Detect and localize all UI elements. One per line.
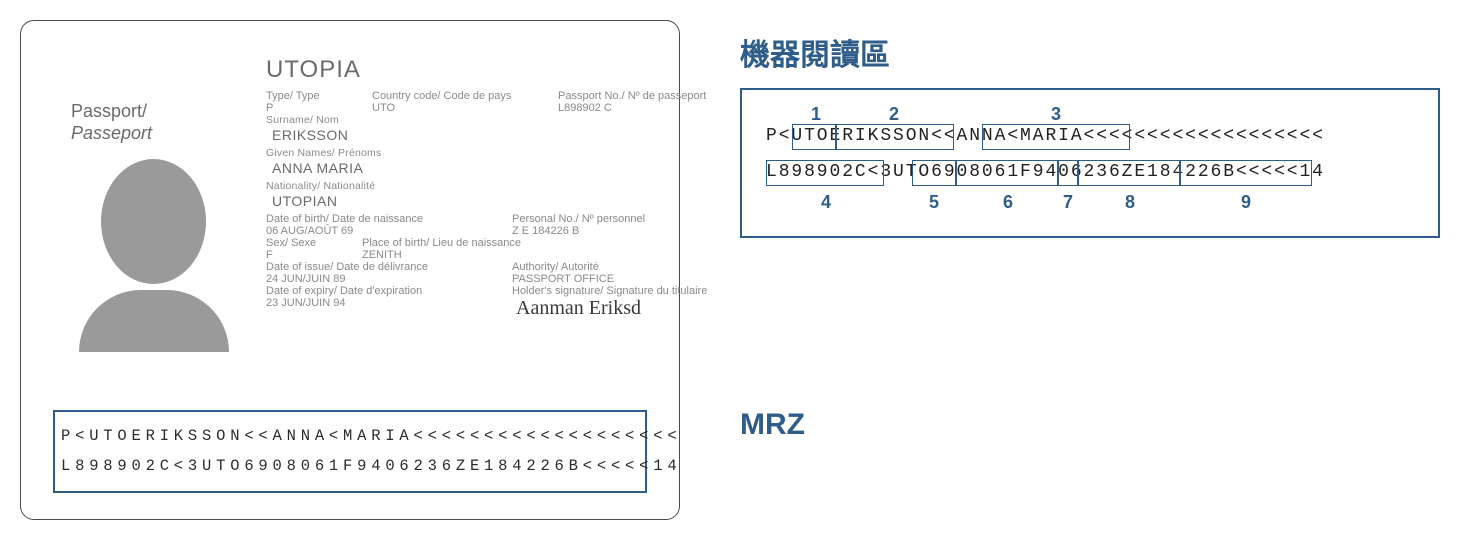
mrz-highlight-number: 3 — [1046, 104, 1066, 125]
value-authority: PASSPORT OFFICE — [512, 273, 614, 285]
label-signature: Holder's signature/ Signature du titulai… — [512, 285, 707, 297]
label-nationality: Nationality/ Nationalité — [266, 180, 666, 192]
label-passport-no: Passport No./ Nº de passeport — [558, 90, 706, 102]
mrz-highlight-number: 4 — [816, 192, 836, 213]
passport-fields: UTOPIA Type/ Type P Country code/ Code d… — [266, 56, 666, 320]
mrz-highlight — [1058, 160, 1078, 186]
avatar-body-icon — [79, 290, 229, 352]
value-pob: ZENITH — [362, 249, 521, 261]
label-pob: Place of birth/ Lieu de naissance — [362, 237, 521, 249]
mrz-line-2: L898902C<3UTO6908061F9406236ZE184226B<<<… — [61, 452, 639, 481]
passport-mrz-box: P<UTOERIKSSON<<ANNA<MARIA<<<<<<<<<<<<<<<… — [53, 410, 647, 493]
label-dob: Date of birth/ Date de naissance — [266, 213, 486, 225]
mrz-highlight — [1078, 160, 1180, 186]
mrz-line-1: P<UTOERIKSSON<<ANNA<MARIA<<<<<<<<<<<<<<<… — [61, 422, 639, 451]
doc-title-en: Passport/ — [71, 101, 152, 123]
mrz-highlight-number: 9 — [1236, 192, 1256, 213]
value-doi: 24 JUN/JUIN 89 — [266, 273, 486, 285]
section-title-zh: 機器閱讀區 — [740, 30, 1460, 74]
mrz-highlight — [956, 160, 1058, 186]
avatar-head-icon — [101, 159, 206, 284]
document-title: Passport/ Passeport — [71, 101, 152, 144]
mrz-highlight-number: 5 — [924, 192, 944, 213]
section-title-mrz: MRZ — [740, 408, 1460, 442]
value-nationality: UTOPIAN — [272, 193, 666, 209]
value-signature: Aanman Eriksd — [516, 297, 707, 320]
passport-photo-placeholder — [76, 151, 231, 351]
value-doe: 23 JUN/JUIN 94 — [266, 297, 486, 309]
mrz-highlight — [766, 160, 884, 186]
value-sex: F — [266, 249, 336, 261]
mrz-highlight-number: 1 — [806, 104, 826, 125]
value-given-names: ANNA MARIA — [272, 160, 666, 176]
mrz-highlight-number: 2 — [884, 104, 904, 125]
label-country-code: Country code/ Code de pays — [372, 90, 532, 102]
passport-card: Passport/ Passeport UTOPIA Type/ Type P … — [20, 20, 680, 520]
mrz-highlight-number: 6 — [998, 192, 1018, 213]
mrz-highlight — [1180, 160, 1312, 186]
label-type: Type/ Type — [266, 90, 346, 102]
mrz-highlight — [912, 160, 956, 186]
label-doe: Date of expiry/ Date d'expiration — [266, 285, 486, 297]
mrz-highlight — [792, 124, 836, 150]
label-doi: Date of issue/ Date de délivrance — [266, 261, 486, 273]
mrz-highlight — [836, 124, 954, 150]
label-authority: Authority/ Autorité — [512, 261, 614, 273]
value-dob: 06 AUG/AOÛT 69 — [266, 225, 486, 237]
doc-title-fr: Passeport — [71, 123, 152, 145]
label-surname: Surname/ Nom — [266, 114, 666, 126]
mrz-highlight — [982, 124, 1130, 150]
mrz-highlight-number: 8 — [1120, 192, 1140, 213]
value-personal-no: Z E 184226 B — [512, 225, 645, 237]
value-type: P — [266, 102, 346, 114]
mrz-annotated-box: P<UTOERIKSSON<<ANNA<MARIA<<<<<<<<<<<<<<<… — [740, 88, 1440, 238]
value-passport-no: L898902 C — [558, 102, 706, 114]
value-surname: ERIKSSON — [272, 127, 666, 143]
mrz-highlight-number: 7 — [1058, 192, 1078, 213]
label-personal-no: Personal No./ Nº personnel — [512, 213, 645, 225]
value-country-code: UTO — [372, 102, 532, 114]
label-given-names: Given Names/ Prénoms — [266, 147, 666, 159]
label-sex: Sex/ Sexe — [266, 237, 336, 249]
country-name: UTOPIA — [266, 56, 666, 84]
